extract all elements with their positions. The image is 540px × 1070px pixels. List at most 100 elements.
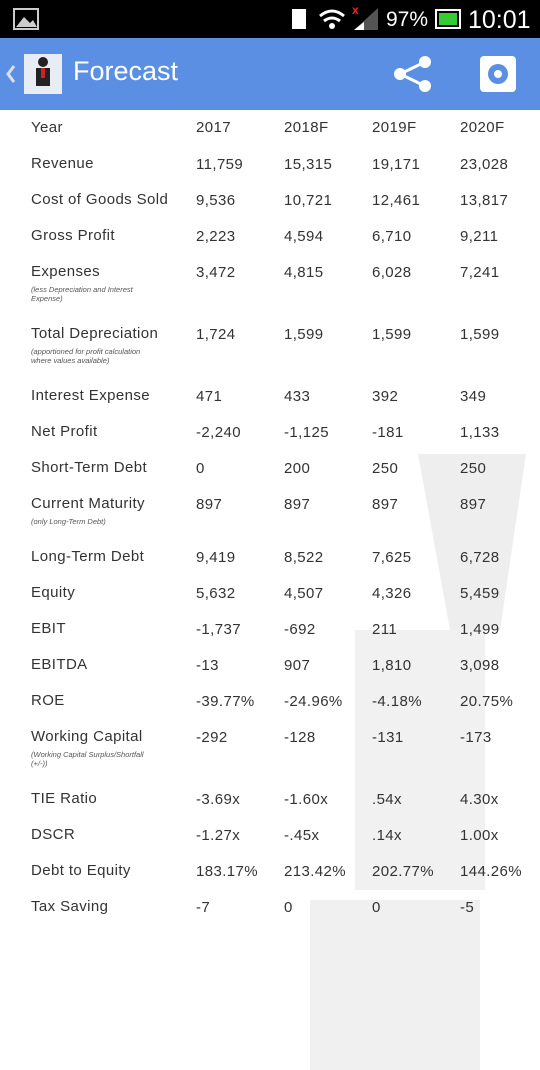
row-value: 349: [460, 388, 487, 405]
row-value: 15,315: [284, 156, 333, 173]
row-value: 1,810: [372, 657, 412, 674]
row-value: -2,240: [196, 424, 241, 441]
row-value: 1,724: [196, 326, 236, 343]
row-value: 4.30x: [460, 791, 499, 808]
row-label: EBIT: [31, 620, 66, 637]
row-note: (only Long-Term Debt): [31, 517, 106, 526]
row-label: Revenue: [31, 155, 94, 172]
row-value: -3.69x: [196, 791, 241, 808]
row-value: -24.96%: [284, 693, 343, 710]
row-label: ROE: [31, 692, 65, 709]
row-value: -292: [196, 729, 228, 746]
row-value: 213.42%: [284, 863, 347, 880]
clock: 10:01: [468, 6, 531, 34]
row-value: 7,241: [460, 264, 500, 281]
row-value: .54x: [372, 791, 402, 808]
row-value: 12,461: [372, 192, 421, 209]
row-value: 433: [284, 388, 311, 405]
row-label: Current Maturity: [31, 495, 145, 512]
row-value: -692: [284, 621, 316, 638]
row-value: 392: [372, 388, 399, 405]
row-value: 6,710: [372, 228, 412, 245]
row-value: 897: [284, 496, 311, 513]
row-value: 20.75%: [460, 693, 514, 710]
status-icons: x: [13, 3, 461, 30]
row-label: Net Profit: [31, 423, 98, 440]
row-value: 19,171: [372, 156, 421, 173]
row-value: -181: [372, 424, 404, 441]
row-label: Working Capital: [31, 728, 143, 745]
row-value: 1.00x: [460, 827, 499, 844]
row-value: 211: [372, 621, 398, 638]
status-bar: x 97% 10:01: [0, 0, 540, 38]
row-value: 4,507: [284, 585, 324, 602]
row-value: 9,536: [196, 192, 236, 209]
year-header: 2019F: [372, 119, 417, 136]
row-value: 1,133: [460, 424, 500, 441]
row-value: -173: [460, 729, 492, 746]
row-value: 6,028: [372, 264, 412, 281]
row-value: 3,098: [460, 657, 500, 674]
row-value: 1,599: [284, 326, 324, 343]
row-value: 202.77%: [372, 863, 435, 880]
row-value: -4.18%: [372, 693, 422, 710]
row-value: 10,721: [284, 192, 333, 209]
row-label: Equity: [31, 584, 76, 601]
row-value: -1.60x: [284, 791, 329, 808]
row-value: -7: [196, 899, 211, 916]
battery-level: 97%: [386, 8, 429, 31]
row-value: 5,632: [196, 585, 236, 602]
row-value: 4,326: [372, 585, 412, 602]
row-value: -128: [284, 729, 316, 746]
row-label: Debt to Equity: [31, 862, 131, 879]
row-value: 907: [284, 657, 311, 674]
row-note: (less Depreciation and Interest Expense): [31, 285, 133, 303]
row-value: 13,817: [460, 192, 509, 209]
forecast-table: Year 2017 2018F 2019F 2020F Revenue 11,759 15,3…: [0, 110, 540, 1070]
row-value: 5,459: [460, 585, 500, 602]
row-label: Cost of Goods Sold: [31, 191, 169, 208]
row-value: 9,419: [196, 549, 236, 566]
app-bar: Forecast: [0, 38, 540, 110]
row-label: Short-Term Debt: [31, 459, 148, 476]
svg-text:x: x: [352, 3, 359, 17]
app-bar-icons: [6, 54, 516, 94]
row-value: 1,499: [460, 621, 500, 638]
row-value: -1,125: [284, 424, 329, 441]
row-value: 200: [284, 460, 311, 477]
row-value: 11,759: [196, 156, 244, 173]
row-value: 9,211: [460, 228, 499, 245]
row-value: -13: [196, 657, 219, 674]
row-value: 4,815: [284, 264, 324, 281]
screen-title: Forecast: [73, 56, 179, 86]
row-value: 3,472: [196, 264, 236, 281]
row-value: 2,223: [196, 228, 236, 245]
row-value: 7,625: [372, 549, 412, 566]
row-label: Tax Saving: [31, 898, 109, 915]
row-value: -39.77%: [196, 693, 255, 710]
watermark: [310, 454, 526, 1070]
row-label: Interest Expense: [31, 387, 150, 404]
row-value: 183.17%: [196, 863, 259, 880]
year-header: 2020F: [460, 119, 505, 136]
row-label: Long-Term Debt: [31, 548, 145, 565]
row-value: 0: [196, 460, 205, 477]
row-value: 897: [460, 496, 487, 513]
row-value: -131: [372, 729, 404, 746]
row-value: -1,737: [196, 621, 241, 638]
header-label: Year: [31, 119, 63, 136]
row-value: 897: [372, 496, 399, 513]
row-value: 23,028: [460, 156, 509, 173]
row-label: Expenses: [31, 263, 101, 280]
row-value: -5: [460, 899, 475, 916]
row-value: -1.27x: [196, 827, 241, 844]
row-value: 897: [196, 496, 223, 513]
row-value: 4,594: [284, 228, 324, 245]
row-value: 1,599: [372, 326, 412, 343]
row-value: 6,728: [460, 549, 500, 566]
row-label: DSCR: [31, 826, 76, 843]
row-value: 471: [196, 388, 223, 405]
row-value: -.45x: [284, 827, 320, 844]
row-label: EBITDA: [31, 656, 88, 673]
